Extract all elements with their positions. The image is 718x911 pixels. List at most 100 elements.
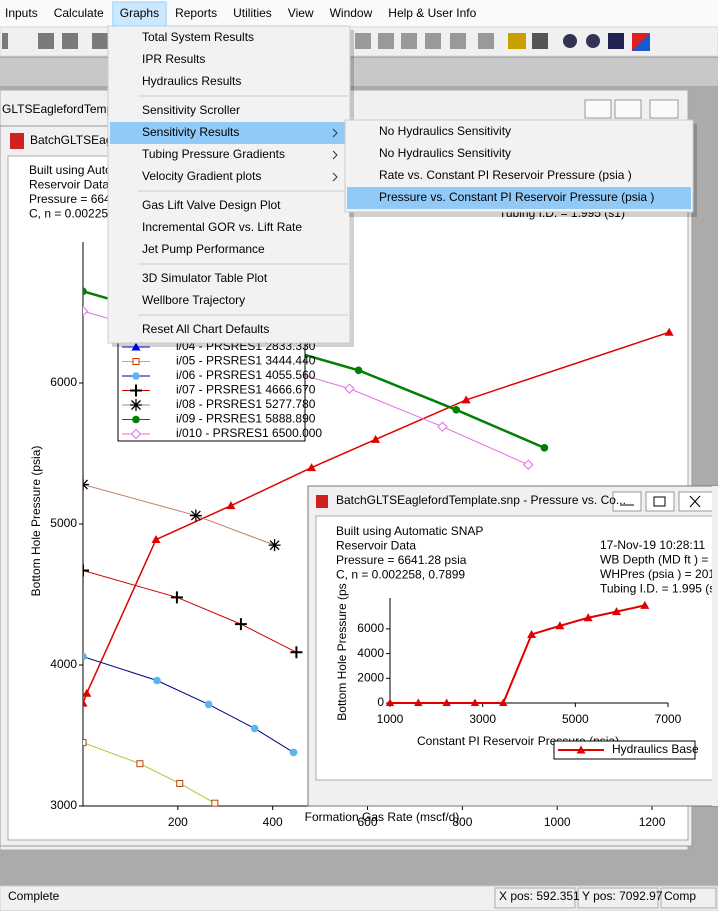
- x-tick-label: 3000: [469, 712, 496, 726]
- y-tick-label: 0: [377, 695, 384, 709]
- marker: [452, 405, 461, 414]
- dropdown-menu: [107, 25, 351, 344]
- menu-item[interactable]: Calculate: [54, 6, 104, 20]
- y-tick-label: 4000: [50, 657, 77, 671]
- legend-label: Hydraulics Base: [612, 742, 699, 756]
- marker: [289, 748, 298, 757]
- menu-option[interactable]: Sensitivity Scroller: [142, 103, 240, 117]
- x-tick-label: 7000: [655, 712, 682, 726]
- status-bar: Complete X pos: 592.351 Y pos: 7092.97 Comp: [0, 885, 718, 911]
- front-window: BatchGLTSEaglefordTemplate.snp - Pressur…: [307, 485, 718, 807]
- marker: [640, 600, 650, 609]
- submenu-arrow: [332, 172, 338, 182]
- chart-note: Built using Autor: [29, 163, 116, 177]
- menu-item[interactable]: Utilities: [233, 6, 272, 20]
- toolbar-icons: [2, 33, 650, 51]
- x-axis-label: Formation Gas Rate (mscf/d): [305, 810, 460, 824]
- menu-option[interactable]: Total System Results: [142, 30, 254, 44]
- x-tick-label: 1200: [639, 815, 666, 829]
- window-title: BatchGLTSEaglefordTemplate.snp - Pressur…: [336, 493, 626, 507]
- status-message: Complete: [8, 889, 60, 903]
- marker: [250, 724, 259, 733]
- marker: [83, 698, 88, 707]
- menu-item[interactable]: Reports: [175, 6, 217, 20]
- marker: [442, 698, 451, 706]
- menu-option[interactable]: Tubing Pressure Gradients: [142, 147, 285, 161]
- marker: [151, 535, 161, 544]
- menu-option: Jet Pump Performance: [142, 242, 265, 256]
- menu-item[interactable]: View: [288, 6, 314, 20]
- marker: [371, 434, 381, 443]
- marker: [226, 501, 236, 510]
- chart-note: WB Depth (MD ft ) = 131: [600, 553, 718, 567]
- chart-note: C, n = 0.002258, 0.7899: [336, 568, 465, 582]
- marker: [354, 366, 363, 375]
- chart-note: Reservoir Data: [336, 539, 416, 553]
- chart-note: Pressure = 664: [29, 192, 111, 206]
- status-extra: Comp: [664, 889, 696, 903]
- marker: [583, 613, 593, 622]
- chart-note: Built using Automatic SNAP: [336, 524, 483, 538]
- legend-label: i/08 - PRSRES1 5277.780: [176, 397, 316, 411]
- menu-option[interactable]: Wellbore Trajectory: [142, 293, 245, 307]
- marker: [83, 287, 87, 296]
- marker: [176, 779, 184, 787]
- menu-highlight: [110, 122, 348, 144]
- menu-option[interactable]: Reset All Chart Defaults: [142, 322, 269, 336]
- x-tick-label: 600: [358, 815, 378, 829]
- menu-option[interactable]: Gas Lift Valve Design Plot: [142, 198, 281, 212]
- menu-item[interactable]: Window: [330, 6, 373, 20]
- y-tick-label: 5000: [50, 516, 77, 530]
- menu-option[interactable]: Hydraulics Results: [142, 74, 241, 88]
- marker: [130, 399, 142, 411]
- x-tick-label: 1000: [377, 712, 404, 726]
- marker: [499, 698, 508, 706]
- x-tick-label: 400: [263, 815, 283, 829]
- plot-area: [386, 600, 650, 706]
- marker: [268, 539, 281, 552]
- marker: [437, 421, 448, 432]
- marker: [83, 564, 89, 577]
- menu-item[interactable]: Inputs: [5, 6, 38, 20]
- marker: [83, 739, 87, 747]
- legend-label: i/010 - PRSRES1 6500.000: [176, 426, 322, 440]
- chart-note: C, n = 0.00225: [29, 207, 108, 221]
- marker: [344, 383, 355, 394]
- marker: [131, 342, 141, 351]
- chart-note: Pressure = 6641.28 psia: [336, 553, 467, 567]
- menu-highlight: [347, 187, 691, 209]
- marker: [664, 327, 674, 336]
- x-tick-label: 200: [168, 815, 188, 829]
- status-x: X pos: 592.351: [499, 889, 580, 903]
- marker: [170, 591, 183, 604]
- y-tick-label: 6000: [50, 375, 77, 389]
- submenu-arrow: [332, 128, 338, 138]
- window-title: GLTSEaglefordTemplat: [2, 102, 127, 116]
- menu-option[interactable]: Pressure vs. Constant PI Reservoir Press…: [379, 190, 654, 204]
- y-tick-label: 3000: [50, 798, 77, 812]
- menu-option[interactable]: Velocity Gradient plots: [142, 169, 261, 183]
- menu-item[interactable]: Help & User Info: [388, 6, 476, 20]
- status-y: Y pos: 7092.97: [582, 889, 663, 903]
- legend-box: [553, 740, 696, 760]
- chart-note: WHPres (psia ) = 2011.: [600, 567, 718, 581]
- marker: [153, 676, 161, 685]
- marker: [130, 384, 142, 397]
- y-axis-label: Bottom Hole Pressure (psia): [29, 446, 43, 597]
- menu-option[interactable]: Sensitivity Results: [142, 125, 239, 139]
- menu-option[interactable]: Rate vs. Constant PI Reservoir Pressure …: [379, 168, 632, 182]
- legend-label: i/05 - PRSRES1 3444.440: [176, 354, 316, 368]
- marker: [211, 799, 219, 807]
- menu-option[interactable]: 3D Simulator Table Plot: [142, 271, 268, 285]
- marker: [612, 607, 622, 616]
- marker: [527, 629, 537, 638]
- marker: [234, 618, 247, 631]
- y-tick-label: 6000: [357, 621, 384, 635]
- series-line: [83, 570, 297, 653]
- marker: [307, 463, 317, 472]
- menu-option[interactable]: IPR Results: [142, 52, 205, 66]
- menu-item[interactable]: Graphs: [120, 6, 159, 20]
- marker: [290, 646, 303, 659]
- marker: [83, 305, 89, 317]
